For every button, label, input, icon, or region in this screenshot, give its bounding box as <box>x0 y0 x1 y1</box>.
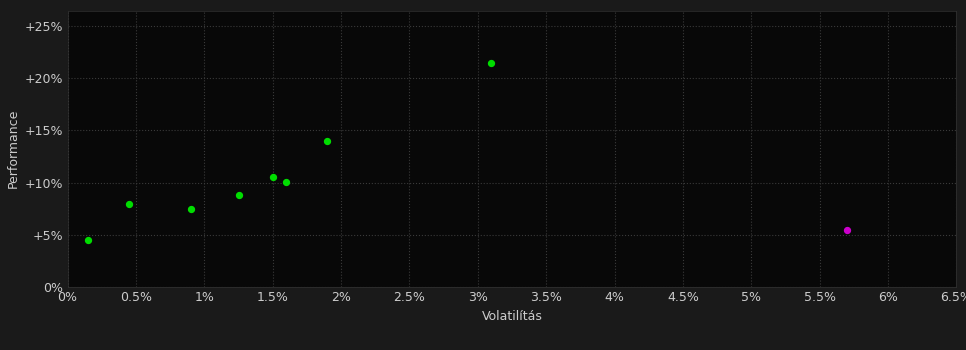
X-axis label: Volatilítás: Volatilítás <box>481 310 543 323</box>
Point <box>484 60 499 65</box>
Point <box>231 193 246 198</box>
Point <box>122 201 137 206</box>
Point <box>320 138 335 144</box>
Point <box>183 206 198 211</box>
Point <box>839 227 855 232</box>
Point <box>80 237 96 243</box>
Point <box>278 179 294 184</box>
Point <box>265 175 280 180</box>
Y-axis label: Performance: Performance <box>7 109 19 188</box>
